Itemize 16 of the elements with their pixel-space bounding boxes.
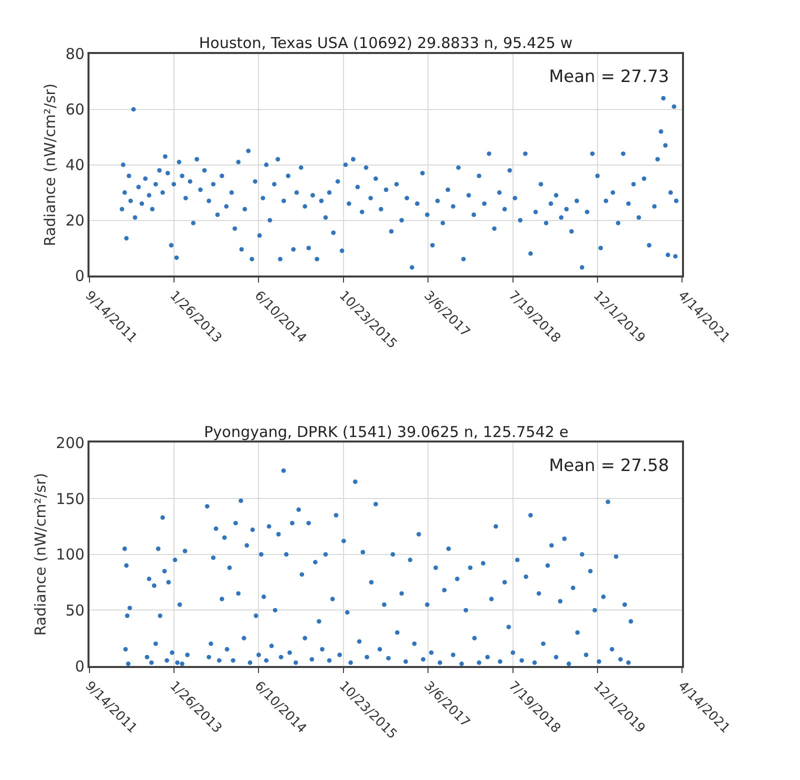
y-tick-label: 20 [65, 212, 85, 230]
y-tick-label: 60 [65, 100, 85, 119]
y-tick-label: 0 [75, 266, 85, 285]
chart-title: Pyongyang, DPRK (1541) 39.0625 n, 125.7542 e [204, 423, 568, 441]
annotation: Mean = 27.58 [549, 456, 670, 476]
y-tick-label: 50 [65, 601, 85, 620]
y-tick-label: 200 [56, 434, 85, 452]
y-tick-label: 150 [56, 490, 85, 508]
y-axis-title: Radiance (nW/cm²/sr) [32, 472, 50, 636]
chart-title: Houston, Texas USA (10692) 29.8833 n, 95.425 w [199, 34, 572, 52]
y-tick-label: 40 [65, 156, 85, 174]
y-axis-title: Radiance (nW/cm²/sr) [41, 83, 60, 246]
y-tick-label: 80 [65, 45, 85, 64]
annotation: Mean = 27.73 [549, 67, 670, 87]
y-tick-label: 100 [56, 546, 85, 564]
y-tick-label: 0 [75, 657, 85, 676]
